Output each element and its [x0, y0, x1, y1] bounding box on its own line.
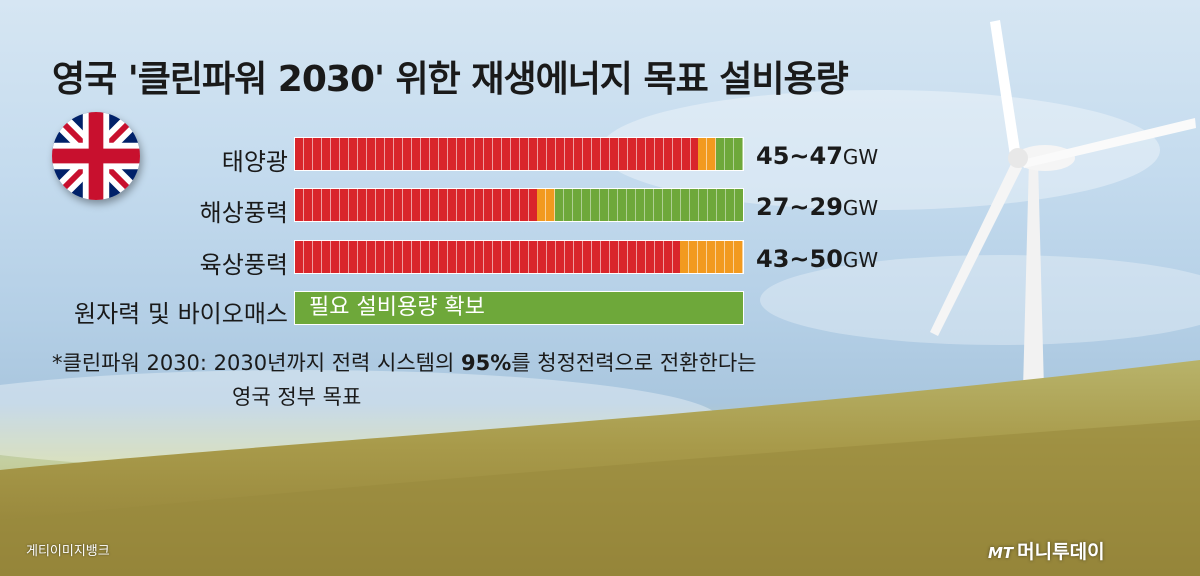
footnote-prefix: *클린파워 2030: 2030년까지 전력 시스템의 [52, 351, 461, 375]
bar-solar-range [698, 138, 717, 170]
row-label-onshore-wind: 육상풍력 [199, 251, 288, 279]
row-label-nuclear-biomass: 원자력 및 바이오매스 [74, 300, 288, 328]
bar-onshore-wind-range [680, 241, 743, 273]
bar-onshore-wind-min [295, 241, 681, 273]
bar-solar-rest [716, 138, 743, 170]
row-label-solar: 태양광 [221, 148, 288, 176]
wind-turbine-icon [930, 20, 1196, 390]
footnote-highlight: 95% [461, 351, 512, 375]
image-credit: 게티이미지뱅크 [26, 544, 110, 559]
bar-nuclear-biomass: 필요 설비용량 확보 [294, 291, 744, 325]
row-label-offshore-wind: 해상풍력 [199, 199, 288, 227]
bar-solar-min [295, 138, 699, 170]
logo-text: 머니투데이 [1017, 541, 1105, 563]
chart-title: 영국 '클린파워 2030' 위한 재생에너지 목표 설비용량 [52, 59, 849, 100]
bar-offshore-wind [294, 188, 744, 222]
bar-offshore-wind-range [536, 189, 555, 221]
publisher-logo: MT 머니투데이 [988, 537, 1105, 564]
uk-flag-icon [52, 112, 140, 200]
value-label-solar: 45~47GW [756, 142, 879, 170]
value-label-offshore-wind: 27~29GW [756, 193, 879, 221]
footnote-suffix: 를 청정전력으로 전환한다는 [511, 351, 757, 375]
footnote-line2: 영국 정부 목표 [232, 385, 362, 409]
logo-mark: MT [988, 544, 1014, 562]
bar-offshore-wind-rest [554, 189, 743, 221]
bar-solar [294, 137, 744, 171]
bar-onshore-wind [294, 240, 744, 274]
footnote: *클린파워 2030: 2030년까지 전력 시스템의 95%를 청정전력으로 … [52, 346, 756, 414]
bar-offshore-wind-min [295, 189, 537, 221]
value-label-onshore-wind: 43~50GW [756, 245, 879, 273]
